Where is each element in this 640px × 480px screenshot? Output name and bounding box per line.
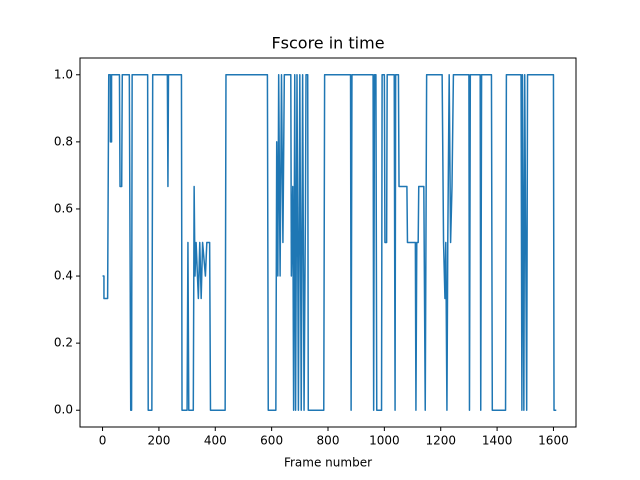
chart-title: Fscore in time [271,34,384,53]
y-tick-label: 0.2 [54,336,73,350]
y-tick-label: 1.0 [54,67,73,81]
y-tick-label: 0.4 [54,269,73,283]
x-tick-label: 200 [147,434,170,448]
x-axis-label: Frame number [284,456,372,470]
y-tick-label: 0.8 [54,134,73,148]
x-tick-label: 800 [317,434,340,448]
x-tick-label: 1600 [538,434,569,448]
x-tick-label: 1400 [482,434,513,448]
y-tick-label: 0.0 [54,403,73,417]
x-tick-label: 600 [260,434,283,448]
x-tick-label: 400 [204,434,227,448]
y-tick-label: 0.6 [54,201,73,215]
plot-frame [79,57,577,428]
x-tick-label: 0 [99,434,107,448]
x-tick-label: 1200 [425,434,456,448]
data-line [102,74,557,411]
x-tick-label: 1000 [369,434,400,448]
